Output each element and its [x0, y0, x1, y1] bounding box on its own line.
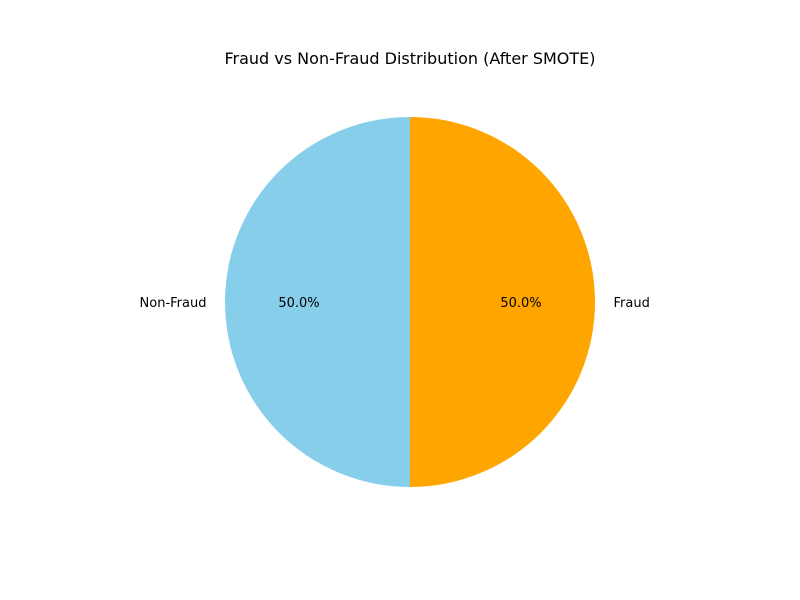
pie-labels: Non-Fraud 50.0% Fraud 50.0% — [140, 296, 650, 311]
pie-slice-non-fraud — [225, 117, 410, 487]
slice-label-non-fraud: Non-Fraud — [140, 296, 207, 311]
pie-slices — [225, 117, 595, 487]
slice-label-fraud: Fraud — [614, 296, 650, 311]
pct-label-fraud: 50.0% — [500, 296, 541, 311]
chart-title: Fraud vs Non-Fraud Distribution (After S… — [224, 49, 595, 68]
pie-slice-fraud — [410, 117, 595, 487]
pct-label-non-fraud: 50.0% — [278, 296, 319, 311]
